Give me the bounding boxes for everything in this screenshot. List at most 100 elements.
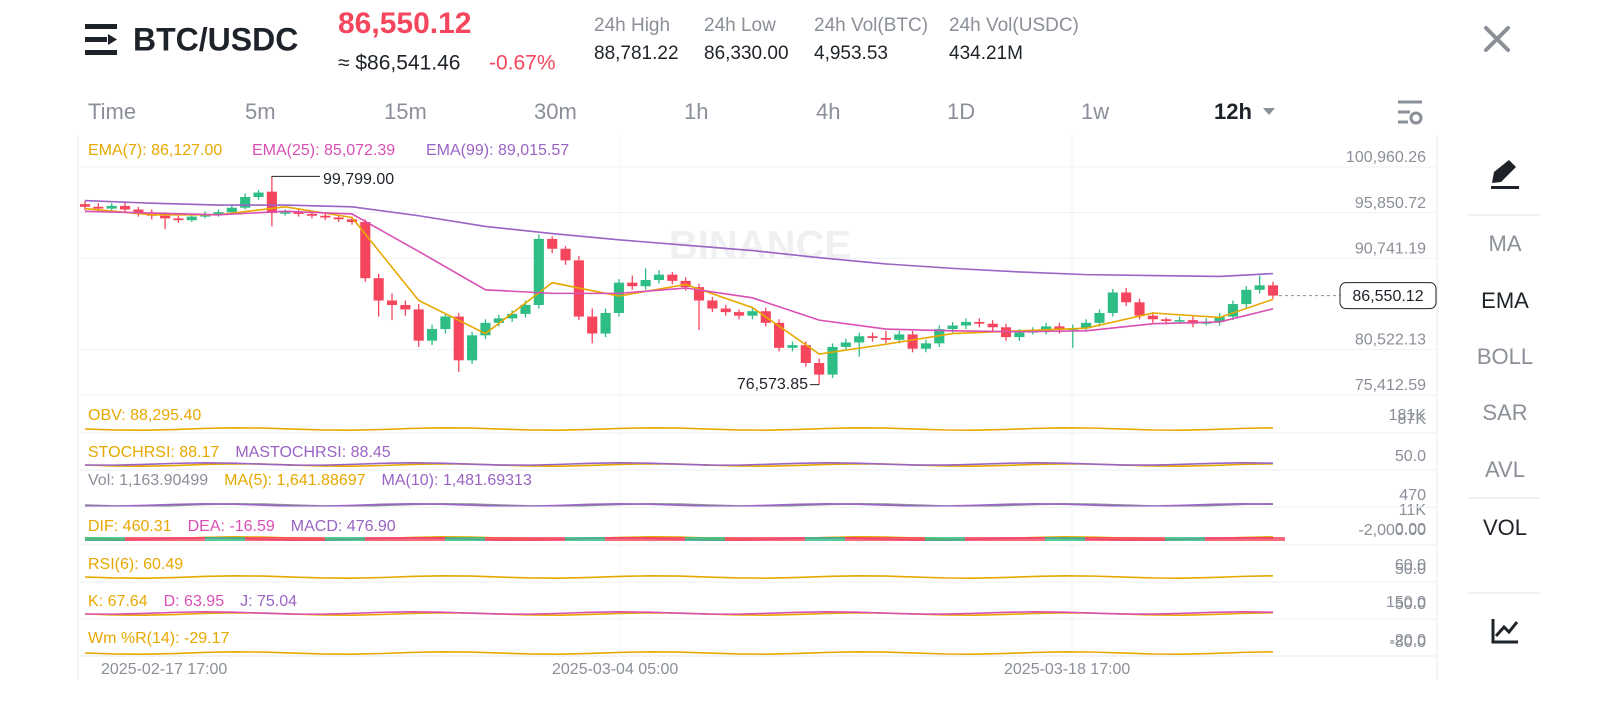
candle-body [386,300,398,305]
ema-legend: EMA(99): 89,015.57 [426,142,569,159]
indicator-axis-label: 50.0 [1395,561,1426,578]
indicator-tab[interactable]: MA [1489,231,1522,256]
macd-bar [125,537,165,541]
macd-bar [645,537,685,541]
candle-body [587,316,598,334]
candle-body [373,278,384,301]
indicator-icon[interactable] [1491,619,1519,644]
x-tick-label: 2025-03-18 17:00 [1004,661,1130,678]
macd-bar [845,537,885,541]
candle-body [160,215,171,219]
macd-bar [365,537,405,541]
indicator-axis-label: 470 [1399,487,1426,504]
candle-body [200,214,211,217]
macd-bar [1165,537,1205,541]
candle-body [520,304,531,314]
macd-bar [325,537,365,541]
candle-body [880,337,891,340]
interval-tab[interactable]: 1w [1081,99,1109,124]
interval-tab[interactable]: 30m [534,99,577,124]
candle-body [1054,326,1065,330]
last-price: 86,550.12 [338,7,471,40]
indicator-tab[interactable]: AVL [1485,457,1525,482]
interval-tab[interactable]: 5m [245,99,276,124]
draw-icon[interactable] [1491,160,1519,189]
stat-label: 24h High [594,15,670,36]
candle-body [440,316,451,330]
indicator-axis-label: -20.0 [1390,632,1427,649]
indicator-tab[interactable]: EMA [1481,288,1529,313]
last-price-label: 86,550.12 [1352,288,1423,305]
macd-bar [245,537,285,541]
interval-tab[interactable]: 1D [947,99,975,124]
indicator-line [84,503,1274,507]
indicator-axis-label: 50.0 [1395,596,1426,613]
candle-body [1227,304,1239,317]
candle-body [1094,313,1105,323]
indicator-axis-label: 60.0 [1395,557,1426,574]
dropdown-arrow[interactable] [1263,108,1275,115]
stat-value: 434.21M [949,43,1023,64]
candle-body [747,311,758,316]
candle-body [467,335,478,361]
indicator-tab[interactable]: VOL [1483,515,1527,540]
candle-body [400,304,411,310]
indicator-axis-label: 87K [1398,411,1427,428]
indicator-label: RSI(6): 60.49 [88,556,183,573]
interval-tab[interactable]: 12h [1214,99,1252,124]
candle-body [1214,316,1225,322]
candle-body [533,238,544,305]
change: -0.67% [489,52,556,75]
interval-tab[interactable]: 4h [816,99,840,124]
indicator-tab[interactable]: BOLL [1477,344,1533,369]
candle-body [426,329,438,341]
candle-body [240,196,251,208]
candle-body [800,345,811,363]
indicator-label: MACD: 476.90 [291,518,396,535]
candle-body [707,300,718,309]
interval-tab[interactable]: Time [88,99,136,124]
indicator-label: STOCHRSI: 88.17 [88,444,219,461]
candle-body [320,215,331,218]
candle-body [173,218,184,221]
candle-body [1254,285,1265,290]
x-tick-label: 2025-03-04 05:00 [552,661,678,678]
candle-body [1041,326,1052,331]
indicator-tab[interactable]: SAR [1482,400,1527,425]
candle-body [280,212,291,214]
candle-body [1267,285,1279,296]
close-icon[interactable] [1484,26,1510,52]
candle-body [133,209,144,214]
macd-bar [1045,537,1085,541]
interval-tab[interactable]: 1h [684,99,708,124]
indicator-label: OBV: 88,295.40 [88,407,201,424]
candle-body [213,212,224,215]
candle-body [947,325,958,330]
candle-body [733,312,745,316]
high-label: 99,799.00 [323,171,394,188]
indicator-label: D: 63.95 [164,593,225,610]
ema-legend: EMA(25): 85,072.39 [252,142,395,159]
indicator-axis-label: -2,000.00 [1358,522,1426,539]
candle-body [907,334,918,349]
macd-bar [85,537,125,541]
ema-line [84,210,1274,333]
candle-body [894,334,905,340]
candle-body [960,321,972,326]
frame [77,135,1438,680]
candle-body [640,279,651,287]
settings-icon[interactable] [1398,100,1423,125]
indicator-axis-label: 50.0 [1395,448,1426,465]
menu-icon[interactable] [85,24,117,55]
candle-body [119,205,131,210]
candle-body [1147,315,1158,320]
candle-body [1121,292,1132,303]
ema-legend: EMA(7): 86,127.00 [88,142,222,159]
candle-body [293,212,304,214]
macd-bar [205,537,245,541]
macd-bar [1005,537,1045,541]
macd-bar [285,537,325,541]
interval-tab[interactable]: 15m [384,99,427,124]
indicator-label: DIF: 460.31 [88,518,172,535]
